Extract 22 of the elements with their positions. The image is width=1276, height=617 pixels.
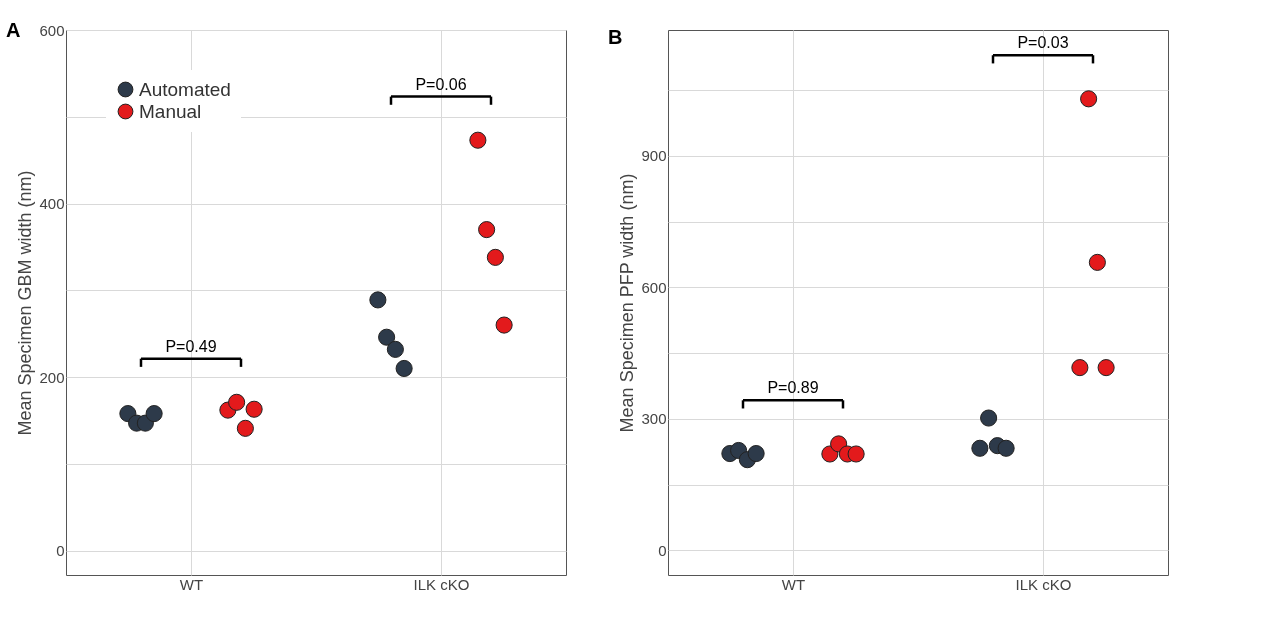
y-tick-label: 300 <box>641 410 667 428</box>
y-tick-label: 400 <box>39 195 65 213</box>
annotation: P=0.06 <box>415 75 467 93</box>
annotation: P=0.03 <box>1017 34 1069 52</box>
chart-title: B <box>608 26 623 48</box>
legend-label: Manual <box>139 100 202 122</box>
legend-label: Automated <box>139 78 231 100</box>
x-tick-label: ILK cKO <box>1015 575 1072 593</box>
x-tick-label: WT <box>179 575 204 593</box>
annotation: P=0.89 <box>767 379 819 397</box>
chart-title: A <box>6 19 21 41</box>
x-tick-label: ILK cKO <box>413 575 470 593</box>
y-axis-title: Mean Specimen GBM width (nm) <box>15 170 36 436</box>
y-tick-label: 900 <box>641 147 667 165</box>
y-tick-label: 600 <box>39 21 65 39</box>
x-tick-label: WT <box>781 575 806 593</box>
y-tick-label: 0 <box>658 541 667 559</box>
y-tick-label: 200 <box>39 368 65 386</box>
annotation: P=0.49 <box>165 337 217 355</box>
y-tick-label: 600 <box>641 278 667 296</box>
y-tick-label: 0 <box>56 542 65 560</box>
y-axis-title: Mean Specimen PFP width (nm) <box>617 173 638 433</box>
